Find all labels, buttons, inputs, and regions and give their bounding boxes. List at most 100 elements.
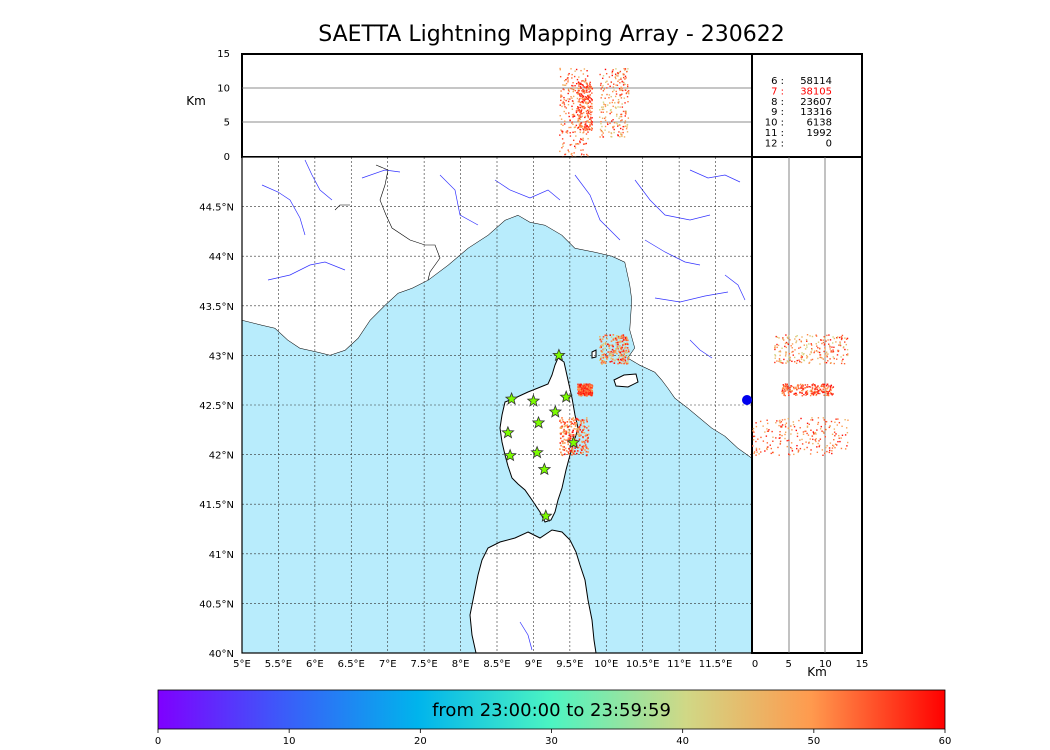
altitude-point: [621, 80, 623, 83]
side-point: [753, 451, 756, 453]
altitude-point: [565, 112, 567, 115]
altitude-point: [600, 106, 603, 108]
lightning-point: [609, 353, 612, 356]
lightning-point: [562, 445, 564, 448]
lightning-point: [587, 433, 590, 436]
altitude-point: [609, 109, 612, 112]
lightning-point: [563, 430, 565, 433]
lightning-point: [567, 428, 570, 431]
side-point: [829, 385, 832, 388]
side-point: [824, 347, 826, 349]
side-point: [831, 450, 833, 452]
side-point: [783, 339, 785, 341]
side-point: [833, 431, 836, 433]
altitude-point: [624, 122, 626, 124]
altitude-point: [578, 92, 581, 95]
altitude-point: [587, 98, 590, 101]
altitude-point: [583, 106, 586, 109]
side-point: [823, 391, 825, 393]
lightning-point: [604, 356, 607, 358]
side-point: [752, 439, 755, 441]
side-point: [811, 435, 813, 437]
side-point: [774, 345, 776, 347]
side-point: [809, 453, 812, 455]
side-point: [787, 337, 789, 340]
side-point: [844, 348, 846, 351]
lightning-point: [622, 337, 624, 339]
side-point: [795, 386, 797, 388]
side-point: [827, 394, 830, 397]
altitude-point: [590, 113, 592, 116]
lightning-point: [625, 352, 628, 354]
lightning-point: [610, 352, 612, 355]
altitude-point: [589, 121, 592, 124]
side-point: [778, 350, 780, 353]
lightning-point: [559, 437, 562, 440]
altitude-point: [627, 90, 630, 92]
altitude-point: [602, 132, 604, 134]
lightning-point: [618, 356, 621, 359]
altitude-point: [583, 68, 586, 70]
lightning-point: [604, 334, 607, 337]
altitude-point: [565, 78, 567, 81]
altitude-point: [587, 115, 589, 118]
side-point: [827, 360, 829, 362]
altitude-point: [578, 90, 581, 92]
altitude-point: [617, 72, 619, 74]
altitude-point: [579, 123, 582, 125]
lightning-point: [612, 334, 615, 336]
side-point: [795, 387, 798, 390]
lat-tick-label: 42°N: [209, 451, 234, 462]
colorbar-ticks: 0 10 20 30 40 50 60: [155, 729, 951, 747]
side-point: [785, 388, 787, 390]
lightning-point: [599, 358, 602, 360]
side-point: [823, 394, 825, 396]
altitude-point: [624, 120, 627, 122]
side-point: [786, 342, 789, 344]
side-point: [838, 336, 841, 339]
altitude-point: [599, 136, 601, 138]
lightning-point: [568, 447, 570, 450]
altitude-point: [580, 69, 582, 72]
lightning-point: [586, 388, 589, 390]
side-point: [790, 345, 792, 347]
side-point: [811, 358, 814, 361]
lightning-point: [599, 346, 602, 349]
side-point: [771, 430, 773, 433]
side-point: [814, 384, 816, 386]
altitude-point: [570, 87, 572, 90]
altitude-point: [591, 105, 593, 108]
altitude-point: [622, 131, 624, 134]
side-point: [787, 385, 789, 387]
side-point: [775, 437, 777, 439]
side-point: [792, 424, 795, 426]
altitude-point: [587, 86, 589, 89]
altitude-point: [622, 76, 625, 79]
side-point: [798, 419, 800, 422]
lightning-point: [567, 443, 570, 446]
side-point: [784, 394, 786, 397]
altitude-point: [560, 129, 562, 131]
altitude-point: [581, 94, 583, 97]
side-point: [839, 342, 841, 345]
side-point: [819, 356, 821, 359]
lightning-point: [612, 351, 614, 354]
side-point: [817, 421, 820, 424]
altitude-point: [620, 115, 623, 118]
lightning-point: [587, 389, 589, 392]
side-point: [824, 348, 826, 351]
altitude-point: [613, 83, 615, 85]
altitude-point: [623, 125, 625, 128]
side-point: [788, 394, 790, 397]
altitude-point: [600, 120, 602, 123]
altitude-point: [590, 120, 593, 122]
latitude-ticks: 40°N40.5°N41°N41.5°N42°N42.5°N43°N43.5°N…: [199, 203, 234, 660]
altitude-point: [582, 89, 584, 91]
lightning-point: [587, 387, 590, 390]
side-point: [795, 341, 797, 344]
side-point: [836, 337, 838, 339]
altitude-point: [624, 112, 627, 114]
altitude-point: [591, 99, 593, 102]
altitude-point: [575, 68, 578, 71]
side-point: [780, 426, 782, 428]
